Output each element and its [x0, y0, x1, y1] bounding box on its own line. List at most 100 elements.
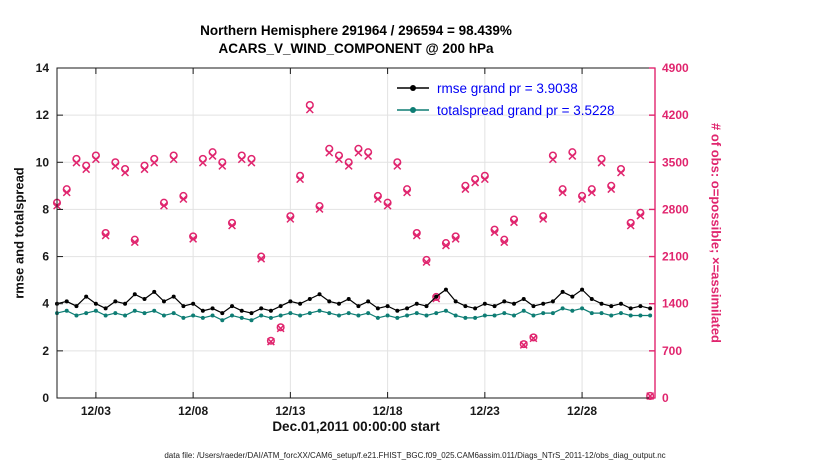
obs-assimilated-marker [607, 185, 616, 194]
obs-assimilated-marker [121, 168, 129, 177]
rmse-point [366, 299, 371, 304]
obs-assimilated-marker [82, 165, 91, 174]
rmse-point [298, 301, 303, 306]
rmse-point [336, 301, 341, 306]
rmse-point [84, 294, 89, 299]
rmse-point [132, 292, 137, 297]
obs-assimilated-marker [160, 201, 168, 210]
rmse-point [171, 294, 176, 299]
legend-entry: rmse grand pr = 3.9038 [396, 77, 615, 99]
y-tick-label-right: 4900 [662, 61, 689, 75]
obs-assimilated-marker [150, 158, 159, 167]
totalspread-point [191, 313, 196, 318]
rmse-point [161, 299, 166, 304]
legend-label: rmse grand pr = 3.9038 [437, 80, 578, 96]
totalspread-point [210, 313, 215, 318]
grid-lines [57, 68, 655, 398]
rmse-point [502, 299, 507, 304]
obs-assimilated-marker [189, 234, 198, 243]
rmse-point [317, 292, 322, 297]
totalspread-point [482, 313, 487, 318]
obs-possible-marker [471, 175, 480, 184]
chart-title: Northern Hemisphere 291964 / 296594 = 98… [200, 23, 512, 38]
totalspread-point [268, 315, 273, 320]
y-axis-label-left: rmse and totalspread [11, 167, 27, 299]
obs-assimilated-marker [130, 238, 139, 247]
totalspread-point [132, 308, 137, 313]
x-tick-label: 12/03 [81, 404, 111, 418]
totalspread-point [356, 313, 361, 318]
x-tick-label: 12/08 [178, 404, 208, 418]
legend-marker [397, 85, 429, 91]
y-tick-label-right: 1400 [662, 297, 689, 311]
series-lines [55, 287, 653, 323]
rmse-point [434, 294, 439, 299]
obs-assimilated-marker [257, 254, 266, 263]
obs-assimilated-marker [198, 158, 207, 167]
y-tick-label-left: 14 [36, 61, 50, 75]
obs-assimilated-marker [179, 195, 188, 204]
rmse-point [375, 306, 380, 311]
rmse-point [278, 304, 283, 309]
obs-possible-marker [257, 252, 266, 261]
rmse-point [239, 308, 244, 313]
obs-assimilated-marker [442, 241, 450, 250]
rmse-point [220, 311, 225, 316]
obs-assimilated-marker [529, 334, 538, 343]
obs-assimilated-marker [208, 152, 217, 160]
rmse-point [541, 301, 546, 306]
obs-assimilated-marker [500, 238, 509, 247]
totalspread-point [327, 311, 332, 316]
totalspread-point [443, 308, 448, 313]
totalspread-point [317, 308, 322, 313]
rmse-point [521, 297, 526, 301]
rmse-point [560, 289, 565, 294]
obs-assimilated-marker [140, 165, 149, 174]
obs-possible-marker [276, 323, 285, 332]
legend-marker [397, 107, 429, 113]
totalspread-point [589, 311, 594, 316]
rmse-point [463, 304, 468, 309]
totalspread-point [638, 313, 643, 318]
totalspread-point [492, 313, 497, 318]
rmse-point [599, 301, 604, 306]
obs-assimilated-marker [403, 188, 411, 197]
y-tick-label-right: 2800 [662, 202, 689, 216]
obs-assimilated-marker [62, 188, 71, 197]
rmse-point [210, 306, 215, 311]
obs-assimilated-marker [169, 155, 178, 164]
rmse-point [482, 301, 487, 306]
rmse-point [424, 304, 429, 309]
rmse-point [249, 311, 254, 316]
totalspread-point [278, 313, 283, 318]
totalspread-point [123, 313, 128, 318]
obs-assimilated-marker [490, 228, 499, 237]
rmse-point [200, 308, 205, 313]
obs-assimilated-marker [393, 162, 402, 170]
obs-assimilated-marker [519, 341, 528, 349]
rmse-point [550, 299, 555, 304]
y-tick-label-right: 0 [662, 391, 669, 405]
obs-possible-marker [519, 340, 528, 349]
rmse-point [268, 308, 273, 313]
rmse-point [414, 301, 419, 306]
obs-assimilated-marker [344, 162, 353, 170]
totalspread-point [570, 308, 575, 313]
totalspread-point [395, 315, 400, 320]
totalspread-point [220, 318, 225, 323]
totalspread-point [288, 311, 293, 316]
obs-assimilated-marker [471, 178, 480, 187]
rmse-point [191, 301, 196, 306]
rmse-point [589, 297, 594, 301]
totalspread-point [103, 313, 108, 318]
data-file-caption: data file: /Users/raeder/DAI/ATM_forcXX/… [164, 451, 666, 460]
legend-entry: totalspread grand pr = 3.5228 [396, 99, 615, 121]
y-tick-label-right: 2100 [662, 250, 689, 264]
rmse-point [259, 306, 264, 311]
rmse-point [648, 306, 653, 311]
rmse-point [609, 304, 614, 309]
obs-possible-marker [296, 171, 305, 180]
rmse-point [64, 299, 69, 304]
obs-assimilated-marker [578, 195, 587, 204]
totalspread-point [93, 308, 98, 313]
